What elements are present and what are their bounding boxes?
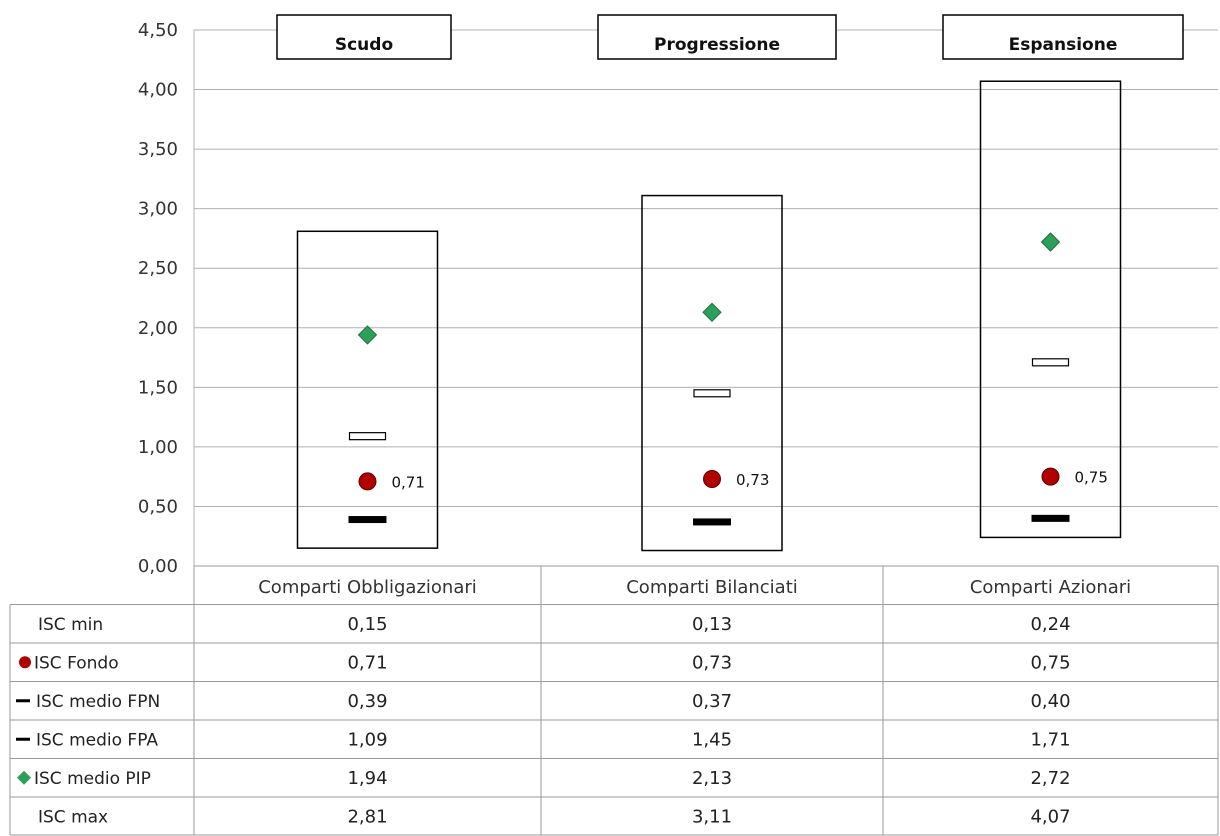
pip-marker [702,302,722,323]
fondo-marker [358,472,377,491]
row-label: ISC medio FPA [36,730,158,750]
y-tick-label: 4,00 [138,80,178,101]
cell-value: 0,75 [1030,652,1070,673]
fondo-data-label: 0,73 [736,471,769,489]
y-tick-label: 3,50 [138,139,178,160]
y-tick-label: 1,50 [138,377,178,398]
cell-value: 0,71 [347,652,387,673]
legend-diamond-icon [17,770,31,785]
legend-dash-icon [16,699,30,703]
data-table: Comparti Obbligazionari Comparti Bilancia… [9,565,1219,836]
cell-value: 2,81 [347,806,387,827]
cell-value: 0,24 [1030,614,1070,635]
cell-value: 1,45 [692,729,732,750]
panel-title-box [597,14,837,60]
pip-marker [357,325,378,345]
fpn-marker [1031,514,1070,522]
panel-title-box [276,14,452,60]
cell-value: 0,73 [692,652,732,673]
markers: 0,71 0,73 0,75 [348,232,1108,526]
cell-value: 3,11 [692,806,732,827]
range-box [296,230,439,549]
fpa-marker [693,389,731,398]
fondo-marker [1041,467,1060,486]
row-label: ISC medio FPN [36,692,160,712]
fondo-data-label: 0,75 [1075,469,1108,487]
panel-title: Progressione [654,35,780,55]
y-tick-label: 2,50 [138,258,178,279]
fpa-marker [348,432,387,441]
fpn-marker [348,516,387,524]
fondo-marker [703,470,721,489]
legend-circle-icon [19,656,31,669]
y-tick-label: 2,00 [138,318,178,339]
cell-value: 0,39 [347,691,387,712]
y-tick-label: 3,00 [138,199,178,220]
panel-title: Scudo [335,35,393,55]
cell-value: 0,15 [347,614,387,635]
cell-value: 2,13 [692,768,732,789]
fondo-data-label: 0,71 [392,473,425,491]
y-tick-label: 4,50 [138,20,178,41]
cell-value: 0,37 [692,691,732,712]
legend-dash-icon [16,737,30,741]
cell-value: 1,71 [1030,729,1070,750]
row-label: ISC medio PIP [34,769,151,789]
cell-value: 1,94 [347,768,387,789]
y-tick-label: 0,50 [138,496,178,517]
cell-value: 4,07 [1030,806,1070,827]
cell-value: 0,40 [1030,691,1070,712]
category-label: Comparti Obbligazionari [258,577,477,598]
y-axis: 0,00 0,50 1,00 1,50 2,00 2,50 3,00 3,50 4,00 4,50 [138,20,195,577]
range-box [641,194,783,552]
panel-titles: Scudo Progressione Espansione [276,14,1184,60]
row-label: ISC max [38,807,108,827]
range-box [979,80,1122,539]
panel-title: Espansione [1009,35,1118,55]
category-label: Comparti Azionari [970,577,1131,598]
cell-value: 1,09 [347,729,387,750]
y-tick-label: 0,00 [138,556,178,577]
fpa-marker [1031,358,1070,367]
cell-value: 2,72 [1030,768,1070,789]
pip-marker [1040,232,1061,252]
row-label: ISC Fondo [34,653,119,673]
fpn-marker [693,518,731,526]
range-boxes [296,80,1122,552]
category-label: Comparti Bilanciati [626,577,798,598]
y-tick-label: 1,00 [138,437,178,458]
cell-value: 0,13 [692,614,732,635]
panel-title-box [942,14,1184,60]
row-label: ISC min [38,615,103,635]
